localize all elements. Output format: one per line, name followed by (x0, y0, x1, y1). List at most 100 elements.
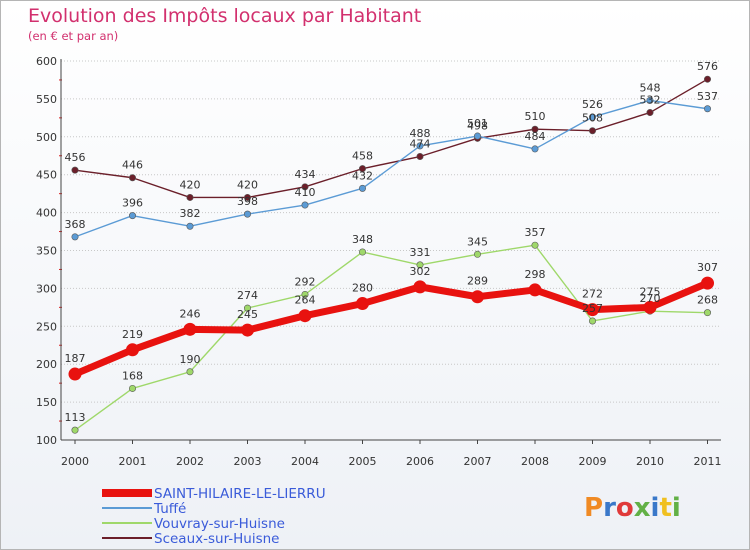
data-label: 510 (525, 110, 546, 123)
legend-label: Tuffé (153, 501, 186, 517)
data-point (413, 280, 427, 294)
data-point (71, 426, 79, 434)
data-label: 382 (180, 207, 201, 220)
y-tick-label: 450 (36, 169, 57, 182)
data-label: 446 (122, 159, 143, 172)
data-label: 298 (525, 268, 546, 281)
x-tick-label: 2010 (636, 455, 664, 468)
data-point (244, 193, 252, 201)
data-point (646, 96, 654, 104)
legend-label: Vouvray-sur-Huisne (154, 516, 285, 532)
y-tick-label: 400 (36, 207, 57, 220)
data-point (298, 309, 312, 323)
data-point (703, 105, 711, 113)
chart-title: Evolution des Impôts locaux par Habitant (28, 5, 421, 27)
data-label: 456 (65, 151, 86, 164)
data-point (129, 174, 137, 182)
y-tick-label: 350 (36, 245, 57, 258)
data-label: 484 (525, 130, 546, 143)
data-point (186, 222, 194, 230)
data-label: 396 (122, 197, 143, 210)
y-tick-label: 600 (36, 55, 57, 68)
data-labels: 187 219 246 245 264 280 302 289 298 272 275 307 368 3… (65, 60, 719, 424)
data-label: 576 (697, 60, 718, 73)
data-point (301, 201, 309, 209)
grid (61, 60, 721, 441)
data-label: 168 (122, 369, 143, 382)
data-label: 458 (352, 150, 373, 163)
x-tick-label: 2001 (119, 455, 147, 468)
data-point (71, 166, 79, 174)
data-point (588, 113, 596, 121)
data-label: 302 (410, 265, 431, 278)
data-point (646, 109, 654, 117)
data-point (586, 303, 599, 317)
series-line-3 (74, 78, 709, 199)
data-point (241, 323, 254, 337)
data-label: 537 (697, 90, 718, 103)
data-point (244, 304, 252, 312)
y-tick-label: 200 (36, 358, 57, 371)
data-point (301, 290, 309, 298)
data-point (416, 261, 424, 269)
x-tick-label: 2005 (349, 455, 377, 468)
data-label: 274 (237, 289, 258, 302)
legend-label: Sceaux-sur-Huisne (154, 531, 280, 547)
data-point (129, 212, 137, 220)
series-line-2 (74, 244, 709, 431)
y-tick-label: 250 (36, 320, 57, 333)
data-label: 410 (295, 186, 316, 199)
legend: SAINT-HILAIRE-LE-LIERRUTufféVouvray-sur-… (102, 486, 326, 547)
data-label: 292 (295, 275, 316, 288)
data-point (473, 250, 481, 258)
data-label: 190 (180, 353, 201, 366)
data-point (358, 248, 366, 256)
data-label: 434 (295, 168, 316, 181)
y-tick-label: 150 (36, 396, 57, 409)
series-line-1 (74, 99, 709, 238)
data-label: 532 (640, 94, 661, 107)
data-point (129, 384, 137, 392)
series-line-0 (71, 279, 711, 378)
data-label: 432 (352, 169, 373, 182)
data-label: 246 (180, 307, 201, 320)
y-tick-label: 550 (36, 93, 57, 106)
data-point (416, 142, 424, 150)
data-point (71, 233, 79, 241)
data-point (301, 183, 309, 191)
x-tick-label: 2002 (176, 455, 204, 468)
data-label: 501 (467, 117, 488, 130)
data-label: 257 (582, 302, 603, 315)
x-tick-label: 2003 (234, 455, 262, 468)
data-point (126, 343, 139, 357)
data-label: 488 (410, 127, 431, 140)
data-label: 219 (122, 328, 143, 341)
x-tick-label: 2006 (406, 455, 434, 468)
axes: 100 150 200 250 300 350 400 450 500 550 600 2000 200… (36, 55, 722, 468)
data-label: 345 (467, 235, 488, 248)
data-point (186, 193, 194, 201)
data-point (186, 368, 194, 376)
data-label: 498 (467, 119, 488, 132)
data-label: 268 (697, 294, 718, 307)
data-label: 474 (410, 138, 431, 151)
data-point (701, 276, 714, 290)
data-point (528, 283, 542, 297)
data-point (703, 75, 711, 83)
x-tick-label: 2000 (61, 455, 89, 468)
data-label: 357 (525, 226, 546, 239)
data-point (358, 184, 366, 192)
x-tick-label: 2008 (521, 455, 549, 468)
y-tick-label: 300 (36, 282, 57, 295)
data-point (471, 290, 484, 304)
data-label: 398 (237, 195, 258, 208)
data-label: 420 (237, 178, 258, 191)
y-tick-label: 500 (36, 131, 57, 144)
data-label: 348 (352, 233, 373, 246)
data-label: 368 (65, 218, 86, 231)
data-point (244, 210, 252, 218)
data-label: 548 (640, 81, 661, 94)
x-tick-label: 2004 (291, 455, 319, 468)
data-label: 508 (582, 112, 603, 125)
